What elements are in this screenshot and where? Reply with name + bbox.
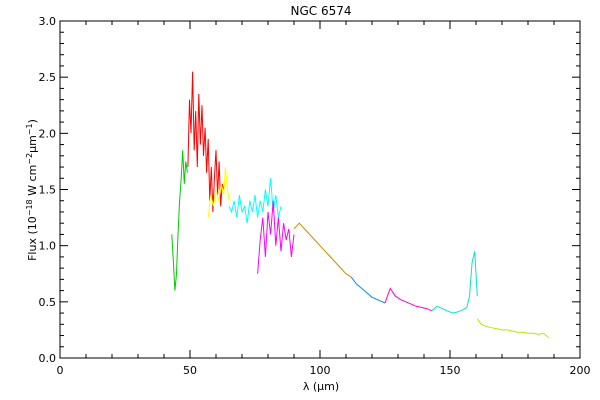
y-label-exp3: −1 <box>25 123 34 135</box>
x-tick-label: 100 <box>310 364 331 377</box>
spectrum-segment-6 <box>293 222 352 278</box>
y-tick-label: 1.5 <box>39 184 57 197</box>
series-layer <box>171 71 550 339</box>
plot-frame <box>59 20 581 359</box>
y-label-end: ) <box>26 119 39 123</box>
y-tick-label: 1.0 <box>39 240 57 253</box>
y-tick-label: 2.5 <box>39 71 57 84</box>
tick-layer: 0 50 100 150 200 0.0 0.5 1.0 1.5 2.0 2.5 3.0 <box>39 15 591 377</box>
y-label-base: Flux (10 <box>26 216 39 261</box>
spectrum-segment-4 <box>228 178 282 224</box>
y-tick-label: 3.0 <box>39 15 57 28</box>
spectrum-segment-1 <box>171 150 188 291</box>
spectrum-segment-8 <box>384 287 432 312</box>
spectrum-segment-10 <box>476 318 550 339</box>
x-tick-label: 50 <box>183 364 197 377</box>
y-tick-label: 0.5 <box>39 296 57 309</box>
spectrum-segment-2 <box>187 71 225 213</box>
y-label-mu: μm <box>26 135 39 153</box>
y-axis-label: Flux (10−18 W cm−2μm−1) <box>25 119 40 261</box>
x-tick-label: 200 <box>570 364 591 377</box>
spectrum-segment-3 <box>207 166 230 218</box>
x-tick-label: 0 <box>57 364 64 377</box>
y-tick-label: 2.0 <box>39 127 57 140</box>
plot-area: 0 50 100 150 200 0.0 0.5 1.0 1.5 2.0 2.5 3.0 <box>39 15 591 377</box>
spectrum-segment-9 <box>431 251 478 314</box>
y-label-exp1: −18 <box>25 199 34 216</box>
y-label-mid: W cm <box>26 165 39 200</box>
y-tick-label: 0.0 <box>39 352 57 365</box>
spectrum-segment-5 <box>257 200 295 274</box>
x-tick-label: 150 <box>440 364 461 377</box>
y-label-exp2: −2 <box>25 153 34 165</box>
x-axis-label: λ (μm) <box>303 380 339 393</box>
spectrum-segment-7 <box>350 276 386 304</box>
chart-title: NGC 6574 <box>290 4 351 18</box>
